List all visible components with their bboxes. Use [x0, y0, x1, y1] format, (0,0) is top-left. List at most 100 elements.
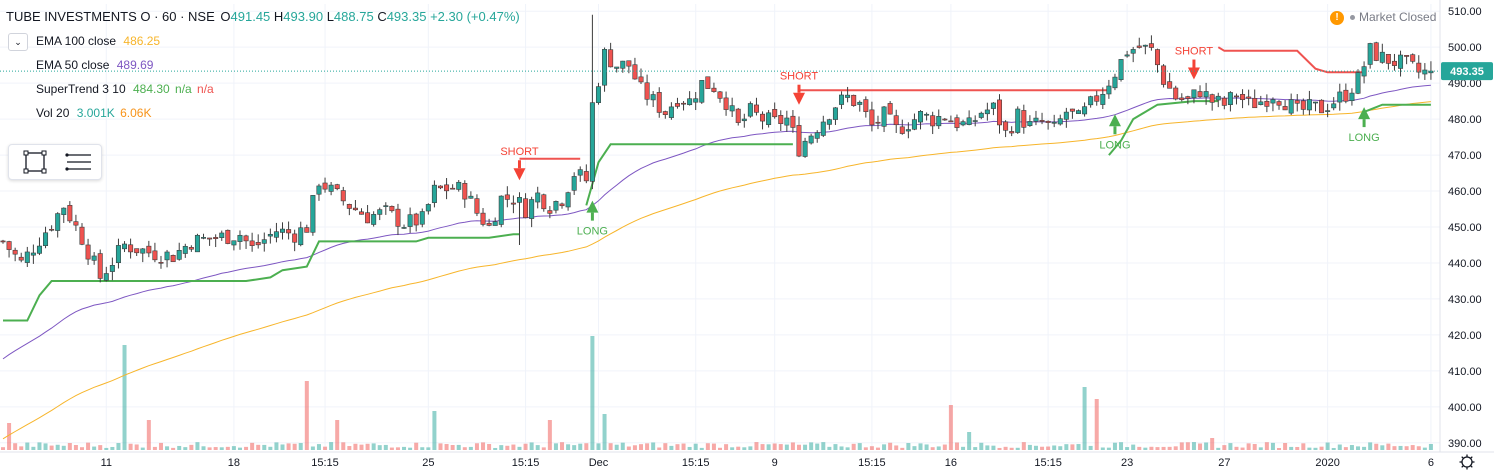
- candlesticks: [0, 14, 1434, 283]
- candle-body: [1221, 97, 1227, 106]
- volume-bar: [31, 446, 36, 450]
- candle-body: [1039, 120, 1045, 122]
- volume-bar: [900, 447, 905, 450]
- candle-body: [784, 117, 790, 126]
- volume-bar: [414, 442, 419, 450]
- candle-body: [316, 185, 322, 195]
- short-arrow-icon: [1187, 67, 1200, 80]
- candle-body: [681, 102, 687, 105]
- price-tick-label: 440.00: [1448, 258, 1482, 270]
- volume-bar: [304, 381, 309, 450]
- candle-body: [954, 117, 960, 128]
- volume-bar: [906, 443, 911, 450]
- volume-bar: [1119, 442, 1124, 450]
- short-arrow-stem: [517, 160, 521, 169]
- rectangle-icon: [23, 150, 47, 174]
- candle-body: [67, 205, 73, 222]
- close-value: 493.35: [386, 9, 427, 24]
- volume-bar: [954, 442, 959, 450]
- indicator-ema100[interactable]: EMA 100 close 486.25: [36, 34, 160, 48]
- volume-bar: [511, 444, 516, 450]
- low-value: 488.75: [333, 9, 374, 24]
- volume-bar: [1210, 438, 1215, 450]
- last-price-tag: [1441, 62, 1493, 81]
- volume-bar: [1185, 442, 1190, 450]
- candle-body: [480, 212, 486, 225]
- long-signal-label: LONG: [1348, 132, 1379, 144]
- volume-bar: [92, 446, 97, 450]
- volume-bar: [426, 447, 431, 450]
- volume-bar: [803, 444, 808, 450]
- volume-bar: [985, 445, 990, 450]
- collapse-legend-button[interactable]: ⌄: [8, 33, 28, 51]
- candle-body: [1361, 66, 1367, 77]
- long-signal-label: LONG: [577, 226, 608, 238]
- candle-body: [1106, 85, 1112, 95]
- short-arrow-icon: [792, 92, 805, 105]
- price-tick-label: 450.00: [1448, 222, 1482, 234]
- market-status-label: Market Closed: [1359, 10, 1437, 24]
- time-tick-label: Dec: [589, 457, 609, 469]
- long-arrow-stem: [1362, 119, 1366, 128]
- indicator-value: 486.25: [123, 34, 161, 48]
- volume-bar: [359, 444, 364, 450]
- indicator-supertrend[interactable]: SuperTrend 3 10 484.30 n/a n/a: [36, 82, 214, 96]
- volume-bar: [1270, 442, 1275, 450]
- candle-body: [237, 234, 243, 242]
- candle-body: [1391, 60, 1397, 66]
- candle-body: [194, 234, 200, 253]
- volume-bar: [1228, 443, 1233, 450]
- volume-bar: [268, 446, 273, 450]
- candle-body: [814, 132, 820, 139]
- volume-bar: [49, 445, 54, 450]
- volume-bar: [663, 443, 668, 450]
- candle-body: [334, 184, 340, 190]
- indicator-volume[interactable]: Vol 20 3.001K 6.06K: [36, 106, 151, 120]
- candle-body: [559, 203, 565, 207]
- candle-body: [899, 126, 905, 134]
- volume-bar: [1131, 444, 1136, 450]
- volume-bar: [669, 445, 674, 450]
- volume-bar: [1301, 443, 1306, 450]
- close-label: C: [377, 9, 387, 24]
- volume-bar: [796, 444, 801, 450]
- volume-bar: [651, 442, 656, 450]
- volume-bar: [967, 432, 972, 450]
- volume-bar: [766, 444, 771, 450]
- volume-bar: [1392, 446, 1397, 450]
- volume-bar: [1100, 447, 1105, 450]
- volume-bar: [1161, 446, 1166, 450]
- candle-body: [97, 253, 103, 279]
- volume-bar: [772, 443, 777, 450]
- candle-body: [541, 194, 547, 210]
- candle-body: [30, 252, 36, 256]
- menu-tool-button[interactable]: [59, 149, 99, 175]
- volume-bar: [809, 442, 814, 450]
- candle-body: [583, 171, 589, 182]
- volume-bar: [1027, 444, 1032, 450]
- market-status[interactable]: ! Market Closed: [1330, 10, 1436, 25]
- rectangle-tool-button[interactable]: [15, 149, 55, 175]
- long-arrow-icon: [586, 200, 599, 213]
- candle-body: [930, 115, 936, 127]
- candle-body: [176, 250, 182, 260]
- indicator-ema50[interactable]: EMA 50 close 489.69: [36, 58, 153, 72]
- candle-body: [1312, 101, 1318, 104]
- candle-body: [1379, 51, 1385, 63]
- candle-body: [6, 241, 12, 250]
- gear-icon[interactable]: [1459, 454, 1475, 470]
- volume-bar: [462, 447, 467, 450]
- volume-bar: [863, 447, 868, 450]
- volume-bar: [19, 446, 24, 450]
- candle-body: [1082, 106, 1088, 115]
- candle-body: [1264, 100, 1270, 107]
- time-tick-label: 15:15: [512, 457, 540, 469]
- chart-grid: [0, 4, 1440, 450]
- volume-bar: [67, 443, 72, 450]
- volume-bar: [450, 445, 455, 450]
- volume-bar: [529, 442, 534, 450]
- volume-bar: [335, 420, 340, 450]
- volume-bar: [815, 443, 820, 450]
- volume-bar: [560, 442, 565, 450]
